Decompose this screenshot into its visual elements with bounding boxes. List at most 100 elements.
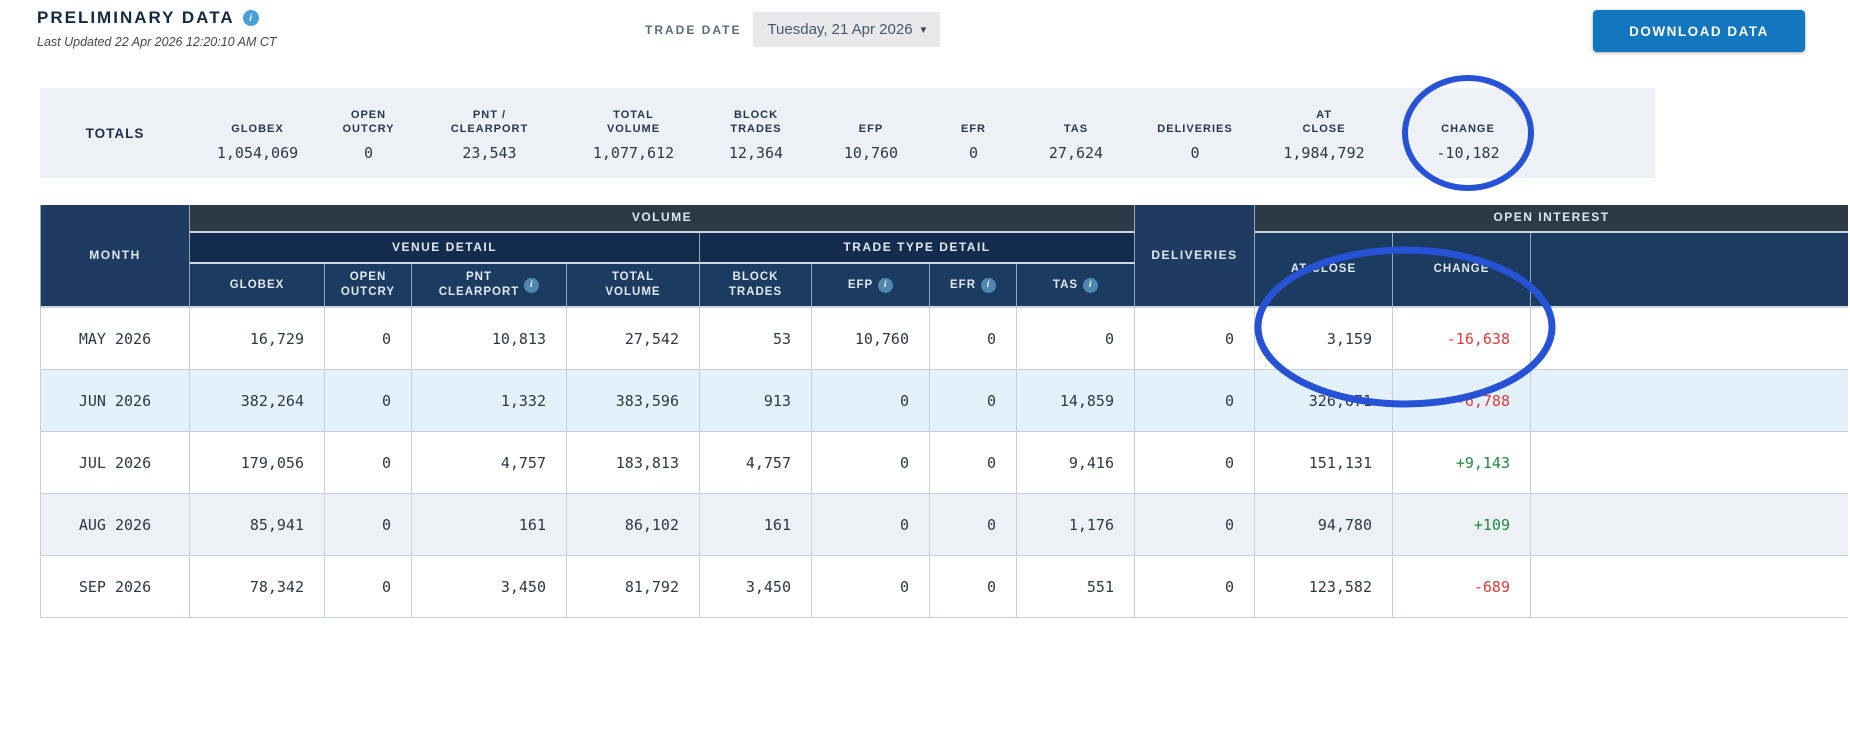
info-icon[interactable]: i xyxy=(981,277,996,293)
cell-month: SEP 2026 xyxy=(40,556,190,618)
trade-date-value: Tuesday, 21 Apr 2026 xyxy=(767,21,913,38)
cell-efp: 0 xyxy=(812,370,930,432)
cell-clipped xyxy=(1531,370,1848,432)
open-interest-group-header: OPEN INTEREST xyxy=(1255,205,1848,233)
totals-item-value: 12,364 xyxy=(728,143,784,162)
venue-detail-header: VENUE DETAIL xyxy=(190,233,700,264)
cell-tas: 9,416 xyxy=(1017,432,1135,494)
trade-date-dropdown[interactable]: Tuesday, 21 Apr 2026 ▾ xyxy=(753,12,941,47)
totals-item-value: -10,182 xyxy=(1436,143,1500,162)
totals-columns: GLOBEX 1,054,069 OPEN OUTCRY 0 PNT / CLEARPO… xyxy=(190,105,1543,162)
column-header-total-volume: TOTAL VOLUME xyxy=(567,264,700,308)
totals-item-value: 1,054,069 xyxy=(216,143,299,162)
totals-item-at-close: AT CLOSE 1,984,792 xyxy=(1255,105,1393,162)
totals-item-efp: EFP 10,760 xyxy=(812,105,930,162)
trade-date-label: TRADE DATE xyxy=(645,22,742,37)
change-header: CHANGE xyxy=(1393,233,1531,308)
cell-at-close: 123,582 xyxy=(1255,556,1393,618)
cell-block-trades: 53 xyxy=(700,308,812,370)
at-close-header: AT CLOSE xyxy=(1255,233,1393,308)
download-data-button[interactable]: DOWNLOAD DATA xyxy=(1593,10,1805,52)
cell-open-outcry: 0 xyxy=(325,494,412,556)
cell-pnt-clearport: 161 xyxy=(412,494,567,556)
totals-item-label: AT CLOSE xyxy=(1302,108,1346,136)
cell-block-trades: 4,757 xyxy=(700,432,812,494)
cell-globex: 382,264 xyxy=(190,370,325,432)
cell-month: AUG 2026 xyxy=(40,494,190,556)
cell-efr: 0 xyxy=(930,556,1017,618)
cell-change: -6,788 xyxy=(1393,370,1531,432)
trade-type-detail-header: TRADE TYPE DETAIL xyxy=(700,233,1135,264)
clipped-column-header xyxy=(1531,233,1848,308)
last-updated-text: Last Updated 22 Apr 2026 12:20:10 AM CT xyxy=(37,35,277,49)
cell-efp: 0 xyxy=(812,494,930,556)
cell-efr: 0 xyxy=(930,308,1017,370)
cell-at-close: 3,159 xyxy=(1255,308,1393,370)
volume-group-header: VOLUME xyxy=(190,205,1135,233)
cell-efr: 0 xyxy=(930,494,1017,556)
cell-at-close: 94,780 xyxy=(1255,494,1393,556)
cell-efp: 10,760 xyxy=(812,308,930,370)
cell-change: +9,143 xyxy=(1393,432,1531,494)
cell-block-trades: 3,450 xyxy=(700,556,812,618)
cell-pnt-clearport: 1,332 xyxy=(412,370,567,432)
totals-item-change: CHANGE -10,182 xyxy=(1393,105,1543,162)
cell-open-outcry: 0 xyxy=(325,370,412,432)
totals-item-efr: EFR 0 xyxy=(930,105,1017,161)
totals-item-label: DELIVERIES xyxy=(1157,123,1233,136)
totals-bar: TOTALS GLOBEX 1,054,069 OPEN OUTCRY 0 PNT / … xyxy=(40,88,1655,178)
column-header-pnt-clearport: PNT CLEARPORT i xyxy=(412,264,567,308)
volume-table: MONTH VOLUME DELIVERIES OPEN INTEREST VE… xyxy=(40,205,1848,618)
totals-item-label: GLOBEX xyxy=(231,123,284,136)
column-header-tas: TAS i xyxy=(1017,264,1135,308)
totals-item-globex: GLOBEX 1,054,069 xyxy=(190,105,325,162)
cell-clipped xyxy=(1531,556,1848,618)
info-icon[interactable]: i xyxy=(1083,277,1099,293)
totals-item-label: OPEN OUTCRY xyxy=(342,108,395,136)
cell-efr: 0 xyxy=(930,432,1017,494)
totals-item-label: PNT / CLEARPORT xyxy=(450,108,529,136)
cell-change: -689 xyxy=(1393,556,1531,618)
cell-total-volume: 383,596 xyxy=(567,370,700,432)
column-header-open-outcry: OPEN OUTCRY xyxy=(325,264,412,308)
totals-item-label: CHANGE xyxy=(1441,123,1495,136)
month-header: MONTH xyxy=(40,205,190,308)
cell-efp: 0 xyxy=(812,432,930,494)
chevron-down-icon: ▾ xyxy=(920,24,927,36)
cell-tas: 551 xyxy=(1017,556,1135,618)
cell-total-volume: 81,792 xyxy=(567,556,700,618)
title-block: PRELIMINARY DATA i Last Updated 22 Apr 2… xyxy=(37,8,277,49)
cell-globex: 85,941 xyxy=(190,494,325,556)
totals-item-value: 0 xyxy=(363,143,374,162)
totals-item-block-trades: BLOCK TRADES 12,364 xyxy=(700,105,812,162)
totals-item-value: 23,543 xyxy=(462,143,517,162)
info-icon[interactable]: i xyxy=(242,10,259,26)
cell-at-close: 326,671 xyxy=(1255,370,1393,432)
totals-item-total-volume: TOTAL VOLUME 1,077,612 xyxy=(567,105,700,162)
cell-globex: 78,342 xyxy=(190,556,325,618)
cell-month: JUL 2026 xyxy=(40,432,190,494)
column-header-efr: EFR i xyxy=(930,264,1017,308)
totals-item-open-outcry: OPEN OUTCRY 0 xyxy=(325,105,412,162)
cell-month: MAY 2026 xyxy=(40,308,190,370)
cell-month: JUN 2026 xyxy=(40,370,190,432)
cell-open-outcry: 0 xyxy=(325,432,412,494)
column-header-efp: EFP i xyxy=(812,264,930,308)
cell-tas: 14,859 xyxy=(1017,370,1135,432)
totals-item-value: 10,760 xyxy=(843,143,899,162)
cell-block-trades: 913 xyxy=(700,370,812,432)
info-icon[interactable]: i xyxy=(524,277,540,293)
cell-pnt-clearport: 4,757 xyxy=(412,432,567,494)
totals-label: TOTALS xyxy=(85,125,145,141)
totals-item-tas: TAS 27,624 xyxy=(1017,105,1135,161)
trade-date-control: TRADE DATE Tuesday, 21 Apr 2026 ▾ xyxy=(645,12,941,47)
cell-clipped xyxy=(1531,494,1848,556)
cell-tas: 0 xyxy=(1017,308,1135,370)
cell-total-volume: 183,813 xyxy=(567,432,700,494)
cell-change: -16,638 xyxy=(1393,308,1531,370)
page-title: PRELIMINARY DATA xyxy=(37,8,235,27)
totals-item-pnt-clearport: PNT / CLEARPORT 23,543 xyxy=(412,105,567,162)
totals-item-label: TAS xyxy=(1063,123,1089,136)
info-icon[interactable]: i xyxy=(878,277,894,293)
